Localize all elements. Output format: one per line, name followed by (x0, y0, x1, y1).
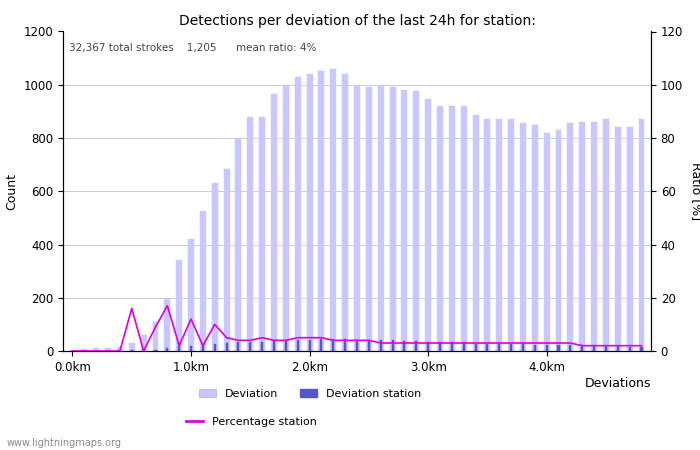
Bar (332, 339, 335, 351)
Bar (212, 183, 218, 351)
Bar (556, 130, 561, 351)
Bar (259, 117, 265, 351)
Bar (557, 345, 559, 351)
Bar (321, 339, 323, 351)
Bar (603, 119, 609, 351)
Bar (235, 140, 241, 351)
Bar (344, 339, 346, 351)
Bar (640, 347, 643, 351)
Bar (237, 342, 239, 351)
Bar (439, 342, 441, 351)
Bar (545, 345, 547, 351)
Bar (297, 340, 299, 351)
Bar (402, 90, 407, 351)
Bar (390, 87, 395, 351)
Bar (330, 69, 336, 351)
Bar (176, 261, 182, 351)
Bar (273, 341, 275, 351)
Bar (437, 106, 443, 351)
Text: 32,367 total strokes    1,205      mean ratio: 4%: 32,367 total strokes 1,205 mean ratio: 4… (69, 43, 316, 53)
Bar (403, 341, 405, 351)
Bar (225, 343, 228, 351)
Bar (200, 211, 206, 351)
Bar (617, 346, 619, 351)
Bar (368, 340, 370, 351)
Bar (354, 85, 360, 351)
Y-axis label: Count: Count (5, 173, 18, 210)
Bar (69, 350, 76, 351)
Bar (366, 87, 372, 351)
Bar (475, 343, 477, 351)
Bar (591, 122, 597, 351)
Bar (285, 340, 287, 351)
Bar (261, 342, 263, 351)
Legend: Percentage station: Percentage station (181, 413, 321, 432)
Bar (309, 340, 311, 351)
Bar (427, 342, 429, 351)
Bar (81, 349, 88, 351)
Bar (307, 74, 312, 351)
Bar (413, 91, 419, 351)
Bar (214, 343, 216, 351)
Bar (581, 346, 583, 351)
Bar (271, 94, 277, 351)
Bar (164, 299, 170, 351)
Y-axis label: Ratio [%]: Ratio [%] (690, 162, 700, 220)
Bar (522, 344, 524, 351)
Bar (451, 342, 453, 351)
Bar (461, 106, 467, 351)
Bar (379, 340, 382, 351)
Bar (141, 335, 146, 351)
Bar (378, 85, 384, 351)
Bar (593, 346, 595, 351)
Bar (425, 99, 431, 351)
Bar (247, 117, 253, 351)
Bar (356, 340, 358, 351)
Bar (615, 127, 621, 351)
Bar (342, 74, 348, 351)
Text: www.lightningmaps.org: www.lightningmaps.org (7, 438, 122, 448)
Bar (532, 125, 538, 351)
Bar (190, 346, 192, 351)
Bar (167, 348, 169, 351)
Bar (449, 106, 455, 351)
Bar (223, 169, 230, 351)
Bar (391, 340, 393, 351)
Bar (415, 341, 417, 351)
Bar (484, 119, 491, 351)
Bar (626, 127, 633, 351)
Text: Deviations: Deviations (584, 377, 651, 390)
Bar (486, 343, 489, 351)
Bar (496, 119, 502, 351)
Bar (117, 347, 123, 351)
Bar (508, 119, 514, 351)
Bar (202, 344, 204, 351)
Bar (473, 115, 479, 351)
Bar (283, 85, 289, 351)
Bar (569, 345, 571, 351)
Bar (155, 350, 157, 351)
Bar (534, 345, 536, 351)
Bar (520, 123, 526, 351)
Bar (153, 322, 158, 351)
Bar (605, 346, 607, 351)
Bar (510, 344, 512, 351)
Bar (143, 350, 145, 351)
Bar (629, 347, 631, 351)
Bar (638, 119, 645, 351)
Bar (463, 342, 465, 351)
Bar (318, 72, 324, 351)
Bar (498, 344, 500, 351)
Bar (178, 346, 180, 351)
Bar (568, 123, 573, 351)
Title: Detections per deviation of the last 24h for station:: Detections per deviation of the last 24h… (178, 14, 536, 27)
Bar (249, 342, 251, 351)
Bar (105, 348, 111, 351)
Bar (129, 343, 134, 351)
Bar (544, 133, 550, 351)
Bar (580, 122, 585, 351)
Bar (93, 348, 99, 351)
Bar (188, 239, 194, 351)
Bar (295, 77, 301, 351)
